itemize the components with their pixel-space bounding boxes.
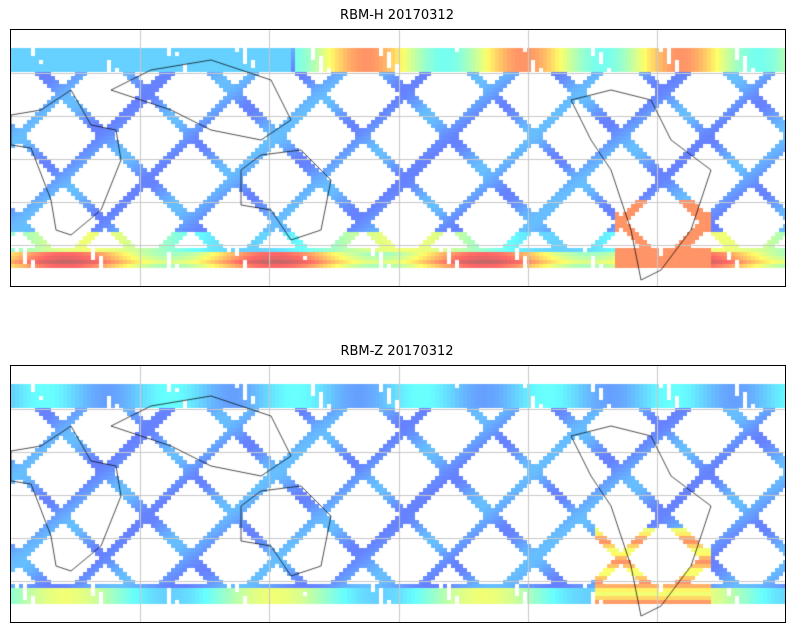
swath-map-rbm-h: [11, 30, 785, 286]
map-axes-rbm-z: [10, 365, 786, 623]
panel-title-rbm-h: RBM-H 20170312: [340, 8, 454, 23]
panel-title-rbm-z: RBM-Z 20170312: [340, 344, 454, 359]
map-axes-rbm-h: [10, 29, 786, 287]
swath-map-rbm-z: [11, 366, 785, 622]
